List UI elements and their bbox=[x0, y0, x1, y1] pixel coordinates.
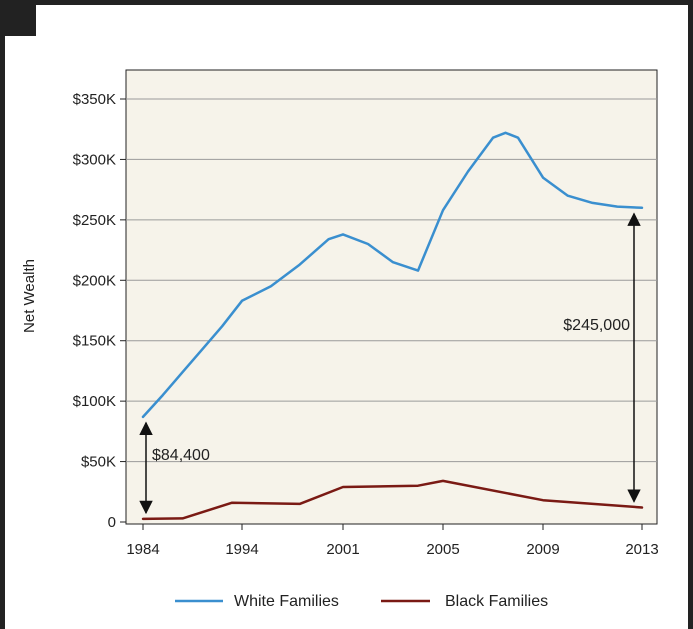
x-tick-label: 1984 bbox=[126, 541, 159, 558]
y-tick-label: $350K bbox=[73, 91, 116, 108]
y-tick-label: $50K bbox=[81, 454, 116, 471]
x-tick-label: 1994 bbox=[225, 541, 258, 558]
x-tick-label: 2001 bbox=[326, 541, 359, 558]
legend-label: White Families bbox=[234, 593, 339, 610]
gap-annotation-label: $84,400 bbox=[152, 447, 210, 464]
x-tick-label: 2009 bbox=[526, 541, 559, 558]
corner-block bbox=[0, 0, 36, 36]
y-axis-label: Net Wealth bbox=[21, 259, 38, 333]
x-tick-label: 2013 bbox=[625, 541, 658, 558]
series-line-0 bbox=[141, 131, 644, 419]
legend: White Families Black Families bbox=[175, 593, 548, 610]
y-tick-label: $200K bbox=[73, 272, 116, 289]
y-tick-label: $250K bbox=[73, 212, 116, 229]
annotations: $84,400 $245,000 bbox=[139, 212, 641, 515]
y-tick-label: $300K bbox=[73, 151, 116, 168]
series-group bbox=[141, 131, 644, 521]
x-axis-ticks: 1984 1994 2001 2005 2009 2013 bbox=[126, 524, 659, 558]
x-tick-label: 2005 bbox=[426, 541, 459, 558]
gap-annotation-label: $245,000 bbox=[563, 317, 630, 334]
series-line-1 bbox=[141, 479, 644, 521]
y-tick-label: $150K bbox=[73, 333, 116, 350]
grid bbox=[126, 98, 657, 463]
y-tick-label: 0 bbox=[108, 514, 116, 531]
y-tick-label: $100K bbox=[73, 393, 116, 410]
y-axis-ticks: 0 $50K $100K $150K $200K $250K $300K $350K bbox=[73, 91, 126, 531]
legend-label: Black Families bbox=[445, 593, 548, 610]
plot-area bbox=[125, 69, 658, 525]
